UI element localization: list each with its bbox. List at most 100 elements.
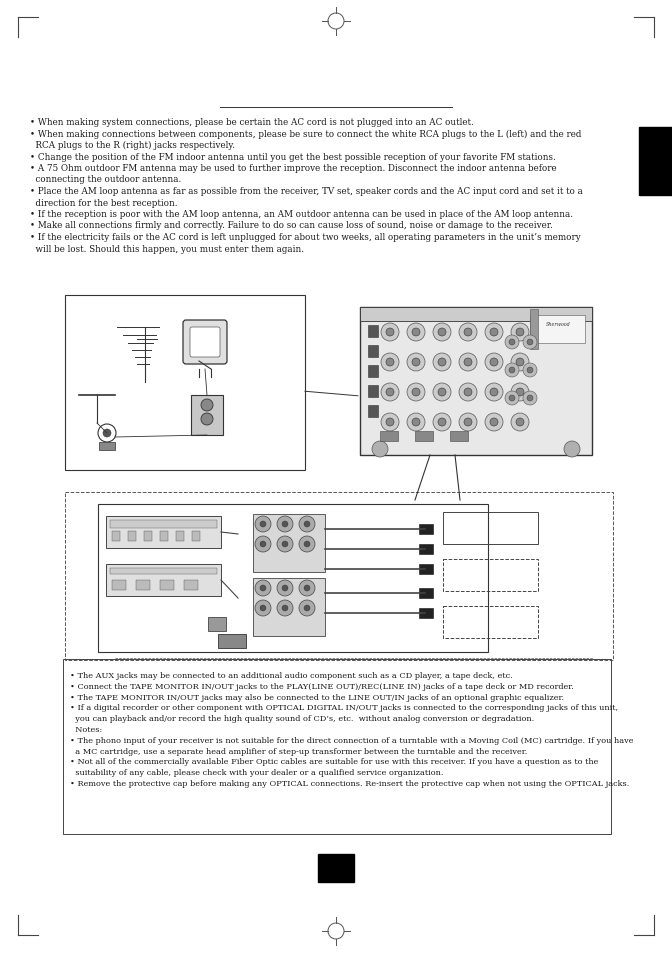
Text: • If a digital recorder or other component with OPTICAL DIGITAL IN/OUT jacks is : • If a digital recorder or other compone…: [70, 703, 618, 712]
Text: Notes:: Notes:: [70, 725, 102, 733]
Circle shape: [459, 384, 477, 401]
Circle shape: [299, 580, 315, 597]
Bar: [360, 308, 592, 456]
Circle shape: [412, 418, 420, 427]
Circle shape: [490, 358, 498, 367]
Text: a MC cartridge, use a separate head amplifier of step-up transformer between the: a MC cartridge, use a separate head ampl…: [70, 747, 528, 755]
Circle shape: [299, 517, 315, 533]
Bar: [318, 854, 354, 882]
Bar: [191, 395, 223, 436]
Circle shape: [277, 537, 293, 553]
Text: suitability of any cable, please check with your dealer or a qualified service o: suitability of any cable, please check w…: [70, 768, 444, 777]
Bar: [443, 559, 538, 592]
Bar: [98, 504, 488, 652]
Bar: [415, 432, 433, 441]
Bar: [368, 386, 378, 397]
Bar: [443, 606, 538, 639]
Circle shape: [381, 354, 399, 372]
Circle shape: [527, 395, 533, 401]
Text: • Not all of the commercially available Fiber Optic cables are suitable for use : • Not all of the commercially available …: [70, 758, 598, 765]
Circle shape: [381, 324, 399, 341]
Circle shape: [438, 418, 446, 427]
Text: • Place the AM loop antenna as far as possible from the receiver, TV set, speake: • Place the AM loop antenna as far as po…: [30, 187, 583, 195]
Text: • The TAPE MONITOR IN/OUT jacks may also be connected to the LINE OUT/IN jacks o: • The TAPE MONITOR IN/OUT jacks may also…: [70, 693, 564, 700]
Circle shape: [433, 354, 451, 372]
Bar: [208, 618, 226, 631]
Circle shape: [255, 517, 271, 533]
Text: • Connect the TAPE MONITOR IN/OUT jacks to the PLAY(LINE OUT)/REC(LINE IN) jacks: • Connect the TAPE MONITOR IN/OUT jacks …: [70, 682, 574, 690]
Circle shape: [516, 358, 524, 367]
Circle shape: [412, 389, 420, 396]
Text: RCA plugs to the R (right) jacks respectively.: RCA plugs to the R (right) jacks respect…: [30, 141, 235, 150]
Circle shape: [516, 389, 524, 396]
Circle shape: [304, 541, 310, 547]
Circle shape: [386, 329, 394, 336]
Bar: [380, 432, 398, 441]
Circle shape: [433, 414, 451, 432]
Circle shape: [527, 339, 533, 346]
Text: • Make all connections firmly and correctly. Failure to do so can cause loss of : • Make all connections firmly and correc…: [30, 221, 553, 231]
Circle shape: [282, 541, 288, 547]
Bar: [110, 520, 217, 529]
Bar: [419, 564, 433, 575]
Circle shape: [516, 418, 524, 427]
Circle shape: [464, 418, 472, 427]
Circle shape: [490, 329, 498, 336]
Bar: [110, 568, 217, 575]
Bar: [360, 308, 592, 322]
Circle shape: [412, 329, 420, 336]
Circle shape: [260, 521, 266, 527]
Circle shape: [407, 414, 425, 432]
Circle shape: [464, 358, 472, 367]
Circle shape: [103, 430, 111, 437]
Circle shape: [523, 392, 537, 406]
Bar: [144, 532, 152, 541]
Bar: [65, 295, 305, 471]
Circle shape: [98, 424, 116, 442]
Circle shape: [255, 580, 271, 597]
Text: • The AUX jacks may be connected to an additional audio component such as a CD p: • The AUX jacks may be connected to an a…: [70, 671, 513, 679]
Circle shape: [277, 517, 293, 533]
Circle shape: [511, 354, 529, 372]
Circle shape: [438, 358, 446, 367]
Bar: [368, 326, 378, 337]
Circle shape: [407, 384, 425, 401]
Circle shape: [255, 537, 271, 553]
Bar: [160, 532, 168, 541]
Text: • When making system connections, please be certain the AC cord is not plugged i: • When making system connections, please…: [30, 118, 474, 127]
Circle shape: [201, 399, 213, 412]
Circle shape: [260, 585, 266, 592]
Circle shape: [516, 329, 524, 336]
Circle shape: [304, 605, 310, 612]
Circle shape: [407, 354, 425, 372]
Circle shape: [381, 384, 399, 401]
Circle shape: [485, 414, 503, 432]
Circle shape: [509, 339, 515, 346]
Bar: [136, 580, 150, 590]
Circle shape: [505, 392, 519, 406]
Text: • The phono input of your receiver is not suitable for the direct connection of : • The phono input of your receiver is no…: [70, 736, 634, 744]
Circle shape: [433, 384, 451, 401]
Bar: [253, 578, 325, 636]
Circle shape: [523, 364, 537, 377]
Circle shape: [485, 384, 503, 401]
Circle shape: [386, 418, 394, 427]
Circle shape: [299, 537, 315, 553]
Circle shape: [381, 414, 399, 432]
Circle shape: [201, 414, 213, 426]
Bar: [639, 128, 672, 195]
Text: Sherwood: Sherwood: [546, 322, 571, 327]
Bar: [176, 532, 184, 541]
Circle shape: [433, 324, 451, 341]
Circle shape: [505, 364, 519, 377]
Text: • If the reception is poor with the AM loop antenna, an AM outdoor antenna can b: • If the reception is poor with the AM l…: [30, 210, 573, 219]
Bar: [419, 544, 433, 555]
Circle shape: [438, 329, 446, 336]
Bar: [368, 346, 378, 357]
Circle shape: [282, 585, 288, 592]
Bar: [218, 635, 246, 648]
Circle shape: [299, 600, 315, 617]
Bar: [112, 580, 126, 590]
Circle shape: [485, 354, 503, 372]
Circle shape: [511, 384, 529, 401]
